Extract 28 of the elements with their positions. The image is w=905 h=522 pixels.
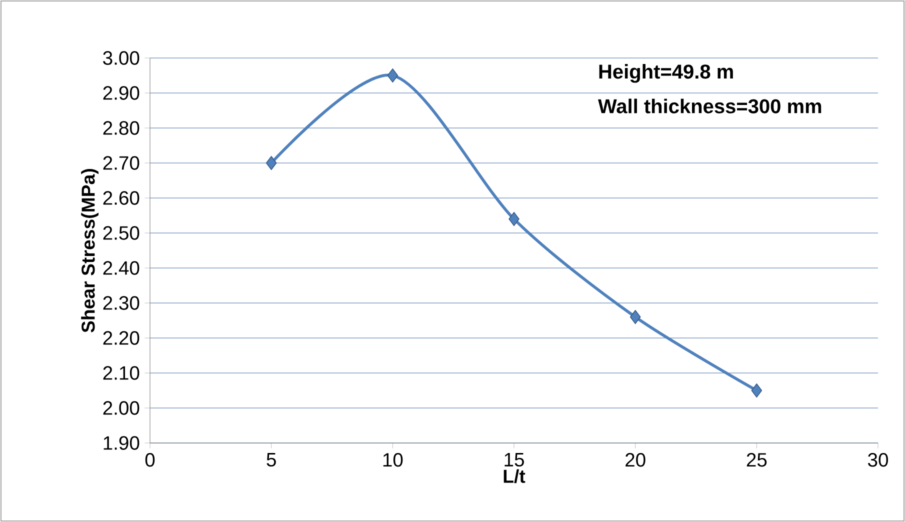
y-tick-label: 3.00	[103, 51, 140, 65]
annotation: Wall thickness=300 mm	[598, 98, 822, 114]
y-tick-label: 2.40	[103, 261, 140, 275]
y-tick-label: 2.80	[103, 121, 140, 135]
x-tick-label: 25	[746, 453, 767, 467]
y-tick-label: 2.90	[103, 86, 140, 100]
point	[508, 212, 520, 226]
y-tick-label: 2.70	[103, 156, 140, 170]
point	[751, 383, 762, 398]
y-tick-label: 2.60	[103, 191, 140, 205]
x-tick-label: 0	[145, 453, 155, 467]
point	[387, 68, 398, 83]
y-tick-label: 1.90	[104, 436, 140, 450]
x-tick-label: 15	[504, 453, 524, 467]
y-tick-label: 2.00	[103, 401, 140, 415]
annotation: Height=49.8 m	[599, 64, 733, 83]
x-tick-label: 20	[626, 453, 646, 467]
x-tick-label: 30	[868, 453, 888, 467]
x-tick-label: 5	[266, 453, 276, 467]
y-tick-label: 2.30	[103, 296, 140, 310]
point	[266, 156, 277, 170]
point	[630, 310, 641, 324]
x-tick-label: 10	[383, 453, 403, 467]
x-axis-title: L/t	[504, 469, 526, 484]
y-tick-label: 2.10	[103, 366, 140, 380]
y-tick-label: 2.20	[103, 331, 140, 345]
y-axis-title: Shear Stress(MPa)	[81, 168, 99, 332]
y-tick-label: 2.50	[103, 226, 140, 240]
